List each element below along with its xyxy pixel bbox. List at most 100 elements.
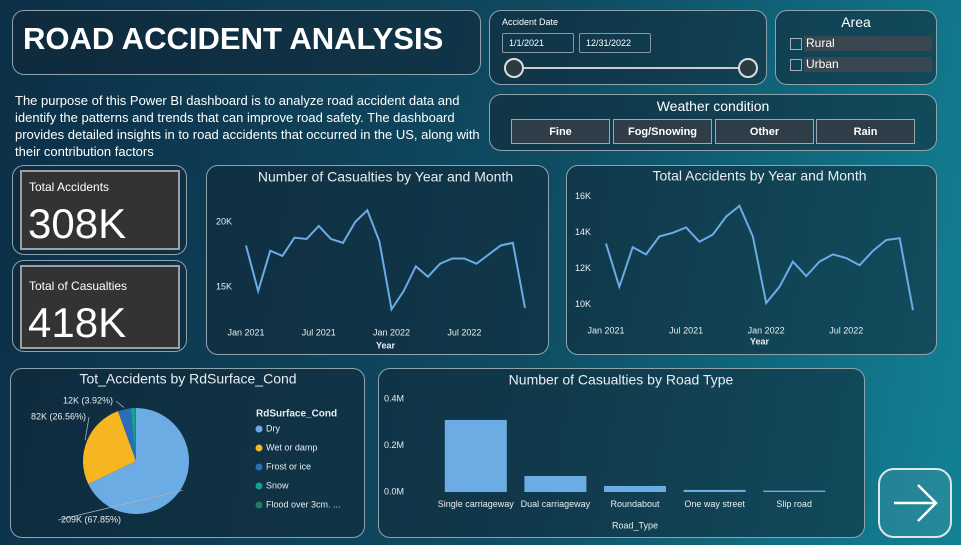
kpi-label: Total Accidents (29, 180, 110, 194)
weather-button[interactable]: Rain (816, 119, 915, 144)
leader-line (57, 489, 183, 521)
pie-chart: Tot_Accidents by RdSurface_Cond 209K (67.… (31, 371, 341, 525)
bar (763, 490, 826, 492)
legend-marker (255, 482, 263, 490)
legend-label: Snow (266, 480, 289, 490)
chart-panel: Tot_Accidents by RdSurface_Cond 209K (67.… (10, 368, 365, 538)
checkbox[interactable] (790, 38, 802, 50)
bar-chart: Number of Casualties by Road Type 0.0M 0.2… (384, 372, 826, 530)
area-option[interactable]: Rural (804, 36, 932, 51)
bar (604, 485, 666, 492)
checkbox[interactable] (790, 59, 802, 71)
y-tick-label: 12K (575, 263, 591, 273)
kpi-value: 418K (28, 299, 127, 346)
arrow (894, 484, 938, 522)
kpi-card: Total of Casualties 418K (12, 260, 187, 352)
y-tick-label: 0.0M (384, 486, 404, 496)
chart-title: Number of Casualties by Year and Month (258, 169, 513, 185)
x-tick-label: Jan 2022 (748, 325, 785, 335)
bar (444, 419, 507, 492)
weather-title: Weather condition (656, 98, 770, 114)
legend-label: Dry (266, 423, 280, 433)
area-title: Area (841, 14, 871, 30)
chart-panel: Total Accidents by Year and Month 10K 12K 1… (566, 165, 937, 355)
weather-button[interactable]: Other (715, 119, 814, 144)
data-label: 82K (26.56%) (31, 411, 86, 421)
y-tick-label: 10K (575, 299, 591, 309)
x-tick-label: Jan 2021 (587, 325, 624, 335)
legend-marker (255, 501, 263, 509)
kpi-box: Total of Casualties 418K (20, 265, 180, 349)
y-tick-label: 0.2M (384, 440, 404, 450)
chart-title: Total Accidents by Year and Month (652, 168, 866, 184)
x-tick-label-box: One way street (684, 499, 745, 509)
x-tick-label-box: Dual carriageway (520, 499, 591, 509)
x-tick-label: Jul 2022 (829, 325, 863, 335)
arrow-icon (894, 484, 938, 522)
pie-slice (88, 408, 189, 514)
bar (524, 475, 587, 492)
x-tick-label-box: Slip road (776, 499, 812, 509)
kpi-value: 308K (28, 200, 127, 247)
x-tick-label: One way street (684, 499, 745, 509)
chart-panel: Number of Casualties by Road Type 0.0M 0.2… (378, 368, 865, 538)
legend-label: Wet or damp (266, 442, 317, 452)
legend-marker (255, 463, 263, 471)
pie-slice (83, 411, 136, 484)
kpi-box: Total Accidents 308K (20, 170, 180, 250)
data-label: 209K (67.85%) (61, 514, 121, 524)
x-tick-label: Dual carriageway (520, 499, 591, 509)
legend-marker (255, 425, 263, 433)
end-date[interactable]: 12/31/2022 (579, 33, 651, 53)
x-tick-label-box: Roundabout (610, 499, 660, 509)
legend-title: RdSurface_Cond (256, 409, 337, 420)
area-option[interactable]: Urban (804, 57, 932, 72)
x-tick-label: Jul 2021 (302, 327, 336, 337)
x-tick-label: Single carriageway (437, 499, 514, 509)
x-tick-label: Roundabout (610, 499, 660, 509)
date-slicer: Accident Date 1/1/2021 12/31/2022 (489, 10, 767, 85)
x-axis-title: Road_Type (612, 520, 658, 530)
area-slicer: Area Rural Urban (775, 10, 937, 85)
slider-handle[interactable] (504, 58, 524, 78)
y-tick-label: 20K (216, 216, 232, 226)
chart-panel: Number of Casualties by Year and Month 15… (206, 165, 549, 355)
weather-button[interactable]: Fog/Snowing (613, 119, 712, 144)
next-button[interactable] (878, 468, 952, 538)
x-tick-label: Jul 2022 (447, 327, 481, 337)
start-date[interactable]: 1/1/2021 (502, 33, 574, 53)
leader-line (84, 416, 90, 441)
title-panel: ROAD ACCIDENT ANALYSIS (12, 10, 481, 75)
y-tick-label: 16K (575, 191, 591, 201)
line-chart: Number of Casualties by Year and Month 15… (216, 169, 526, 350)
pie-slice (130, 408, 136, 461)
kpi-label: Total of Casualties (29, 279, 128, 293)
legend-label: Frost or ice (266, 461, 311, 471)
pie-slice (117, 408, 136, 461)
y-tick-label: 15K (216, 282, 232, 292)
slider-handle[interactable] (738, 58, 758, 78)
bar (683, 489, 746, 492)
weather-button[interactable]: Fine (511, 119, 610, 144)
data-label: 12K (3.92%) (63, 395, 113, 405)
x-tick-label-box: Single carriageway (437, 499, 514, 509)
weather-slicer: Weather condition Fine Fog/Snowing Other… (489, 94, 937, 151)
legend-marker (255, 444, 263, 452)
description: The purpose of this Power BI dashboard i… (15, 93, 480, 159)
leader-line (115, 400, 125, 408)
line-chart: Total Accidents by Year and Month 10K 12K 1… (575, 168, 914, 346)
y-tick-label: 14K (575, 227, 591, 237)
legend-label: Flood over 3cm. ... (266, 499, 341, 509)
x-tick-label: Slip road (776, 499, 812, 509)
line (605, 204, 914, 311)
line (245, 208, 526, 312)
x-tick-label: Jan 2022 (373, 327, 410, 337)
chart-title: Number of Casualties by Road Type (509, 372, 734, 388)
pie-slice (135, 408, 136, 461)
start-date-text: 1/1/2021 (509, 38, 545, 48)
slider-track (514, 67, 748, 69)
x-tick-label: Jul 2021 (669, 325, 703, 335)
end-date-text: 12/31/2022 (586, 38, 632, 48)
chart-title: Tot_Accidents by RdSurface_Cond (79, 371, 296, 387)
